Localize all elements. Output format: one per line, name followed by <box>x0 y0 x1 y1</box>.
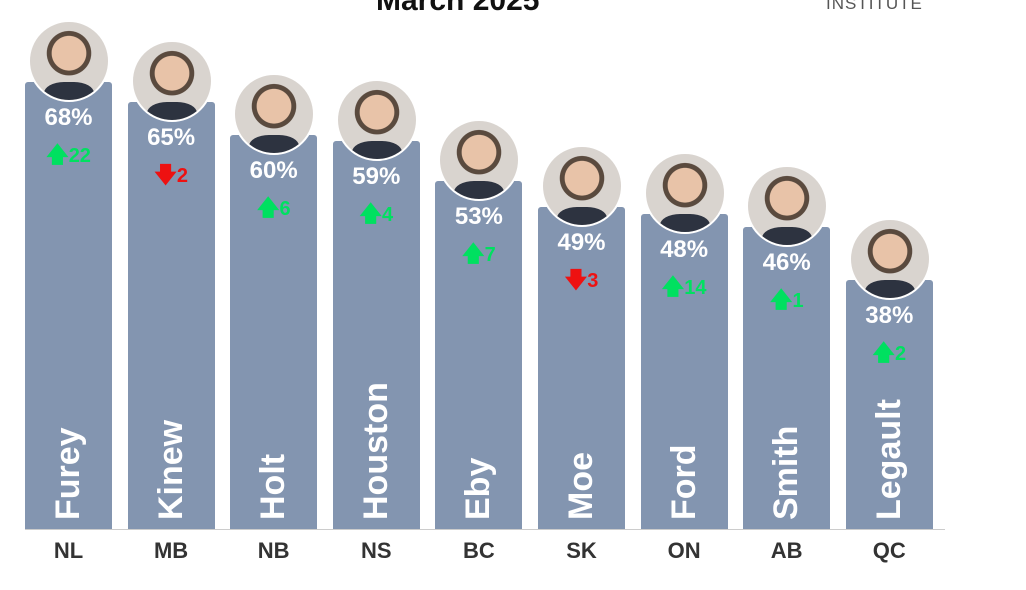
bar-ab <box>743 226 831 530</box>
change-value: 2 <box>176 164 188 187</box>
premier-name: Holt <box>254 453 293 520</box>
x-axis-line <box>25 529 945 530</box>
province-label: ON <box>667 538 701 563</box>
change-value: 4 <box>382 204 394 227</box>
value-label: 46% <box>762 248 811 276</box>
change-value: 22 <box>68 144 91 167</box>
premier-photo-ab <box>746 164 829 247</box>
province-label: QC <box>872 538 906 563</box>
chart-title: March 2025 <box>376 0 540 17</box>
bar-on <box>640 213 728 530</box>
change-label: 🡅22 <box>25 138 112 176</box>
change-value: 14 <box>684 276 707 299</box>
bar-ns <box>332 141 420 530</box>
value-label: 68% <box>44 103 93 131</box>
value-label: 38% <box>865 301 914 329</box>
change-value: 7 <box>484 243 496 266</box>
premier-name: Eby <box>459 457 498 520</box>
value-label: 65% <box>147 123 196 151</box>
province-label: MB <box>153 538 189 563</box>
change-label: 🡅1 <box>743 283 830 321</box>
province-label: NS <box>361 538 392 563</box>
arrow-down-icon: 🡇 <box>154 161 177 187</box>
logo-text: INSTITUTE <box>826 0 923 13</box>
arrow-up-icon: 🡅 <box>462 240 485 266</box>
change-label: 🡅6 <box>230 191 317 229</box>
arrow-up-icon: 🡅 <box>661 273 685 299</box>
change-value: 3 <box>587 270 599 293</box>
value-label: 59% <box>352 163 401 191</box>
change-label: 🡇2 <box>128 158 215 196</box>
premier-photo-qc <box>848 217 931 300</box>
value-label: 60% <box>249 156 298 184</box>
bar-sk <box>538 207 625 530</box>
value-label: 49% <box>557 229 606 257</box>
arrow-up-icon: 🡅 <box>256 194 280 220</box>
province-label: SK <box>566 538 597 563</box>
premier-name: Legault <box>869 399 908 520</box>
premier-name: Houston <box>356 382 395 520</box>
change-value: 2 <box>895 342 907 365</box>
province-label: NL <box>53 538 84 563</box>
change-label: 🡅4 <box>333 197 420 235</box>
change-label: 🡇3 <box>538 263 625 301</box>
arrow-up-icon: 🡅 <box>872 339 896 365</box>
value-label: 53% <box>454 202 503 230</box>
premier-photo-on <box>643 151 726 234</box>
arrow-down-icon: 🡇 <box>564 267 588 293</box>
value-label: 48% <box>660 235 709 263</box>
province-label: NB <box>257 538 290 563</box>
premier-photo-bc <box>438 118 521 201</box>
premier-name: Ford <box>664 444 703 520</box>
premier-photo-mb <box>130 39 213 122</box>
arrow-up-icon: 🡅 <box>769 286 793 312</box>
bar-qc <box>845 279 933 530</box>
premier-photo-nb <box>233 72 316 155</box>
premier-name: Smith <box>767 425 806 520</box>
province-label: BC <box>463 538 495 563</box>
premier-photo-ns <box>335 79 418 162</box>
change-value: 1 <box>792 289 804 312</box>
premier-photo-nl <box>28 19 110 102</box>
arrow-up-icon: 🡅 <box>46 141 69 167</box>
change-value: 6 <box>279 197 291 220</box>
bar-mb <box>127 101 215 530</box>
province-label: AB <box>770 538 803 563</box>
change-label: 🡅2 <box>846 336 933 374</box>
bar-nb <box>230 134 318 530</box>
bar-bc <box>435 180 523 530</box>
premier-photo-sk <box>541 145 623 228</box>
premier-name: Moe <box>562 452 600 520</box>
change-label: 🡅7 <box>435 237 522 275</box>
premier-name: Kinew <box>151 419 190 520</box>
bar-nl <box>25 81 112 530</box>
change-label: 🡅14 <box>641 270 728 308</box>
arrow-up-icon: 🡅 <box>359 201 383 227</box>
premier-name: Furey <box>49 427 87 520</box>
